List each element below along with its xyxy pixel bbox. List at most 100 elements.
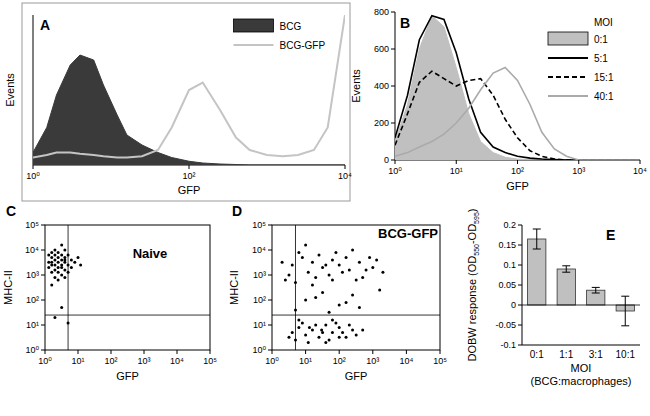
point [284, 279, 287, 282]
point [60, 258, 63, 261]
point [321, 266, 324, 269]
panel-letter: B [400, 15, 410, 31]
label-part: DOBW response (OD [466, 256, 478, 362]
x-tick [210, 350, 211, 354]
point [378, 289, 381, 292]
point [77, 256, 80, 259]
point [334, 322, 337, 325]
label-part: 550 [473, 244, 480, 256]
y-tick-label: 0.05 [498, 280, 516, 290]
legend-label: 40:1 [594, 91, 614, 102]
area [33, 55, 345, 165]
y-tick [518, 285, 522, 286]
point [57, 261, 60, 264]
y-tick [518, 305, 522, 306]
point [368, 256, 371, 259]
y-tick [518, 345, 522, 346]
point [60, 274, 63, 277]
point [314, 276, 317, 279]
x-tick-label: 10² [511, 166, 524, 176]
x-tick-label: 10³ [572, 166, 585, 176]
x-tick [177, 350, 178, 354]
point [338, 304, 341, 307]
point [338, 264, 341, 267]
legend-title: MOI [594, 17, 613, 28]
point [63, 268, 66, 271]
point [53, 249, 56, 252]
point [294, 281, 297, 284]
point [331, 331, 334, 334]
y-tick-label: 10³ [26, 270, 39, 280]
point [314, 296, 317, 299]
x-axis [522, 345, 640, 346]
x-axis-title: (BCG:macrophages) [531, 375, 632, 387]
area-outline [395, 16, 640, 160]
y-tick [268, 300, 272, 301]
x-tick [144, 350, 145, 354]
point [331, 318, 334, 321]
point [355, 333, 358, 336]
x-tick [345, 165, 346, 169]
x-tick-label: 10³ [366, 356, 379, 366]
y-tick [41, 325, 45, 326]
x-tick-label: 3:1 [589, 349, 603, 360]
point [50, 251, 53, 254]
x-tick-label: 10⁴ [633, 166, 647, 176]
error-bar [566, 266, 567, 272]
point [47, 254, 50, 257]
point [63, 258, 66, 261]
y-tick [391, 160, 395, 161]
y-tick-label: 10¹ [253, 320, 266, 330]
x-tick [339, 350, 340, 354]
panel-title: Naive [133, 246, 168, 261]
point [50, 264, 53, 267]
error-cap [592, 287, 600, 288]
y-tick-label: 0 [384, 155, 389, 165]
y-tick-label: 0.1 [503, 260, 516, 270]
point [351, 293, 354, 296]
plot-area [45, 225, 210, 350]
point [338, 326, 341, 329]
y-tick [518, 225, 522, 226]
legend-swatch [548, 32, 588, 45]
point [53, 254, 56, 257]
point [297, 326, 300, 329]
point [47, 266, 50, 269]
point [345, 301, 348, 304]
point [328, 339, 331, 342]
label-part: Events [350, 69, 362, 103]
label-part: ) [466, 209, 478, 213]
y-tick-label: 10⁵ [25, 220, 39, 230]
line [395, 16, 640, 160]
y-tick-label: 10⁴ [25, 245, 39, 255]
point [50, 261, 53, 264]
line [395, 68, 640, 161]
legend-swatch [234, 44, 274, 46]
point [311, 261, 314, 264]
y-tick-label: 0 [511, 300, 516, 310]
point [79, 264, 82, 267]
error-cap [533, 249, 541, 250]
y-tick [391, 123, 395, 124]
point [60, 243, 63, 246]
error-bar [536, 229, 537, 249]
legend-swatch [548, 95, 588, 97]
x-tick-label: 10⁰ [388, 166, 402, 176]
point [381, 271, 384, 274]
y-tick-label: -0.1 [500, 340, 516, 350]
legend-swatch [234, 19, 274, 32]
x-tick-label: 10¹ [450, 166, 463, 176]
point [301, 322, 304, 325]
x-tick [111, 350, 112, 354]
x-axis-title: MOI [571, 362, 592, 374]
point [345, 336, 348, 339]
x-tick [305, 350, 306, 354]
y-tick-label: 200 [374, 118, 389, 128]
point [308, 326, 311, 329]
point [317, 336, 320, 339]
point [57, 271, 60, 274]
y-tick [268, 225, 272, 226]
gate-line [45, 315, 210, 316]
point [50, 256, 53, 259]
point [53, 276, 56, 279]
